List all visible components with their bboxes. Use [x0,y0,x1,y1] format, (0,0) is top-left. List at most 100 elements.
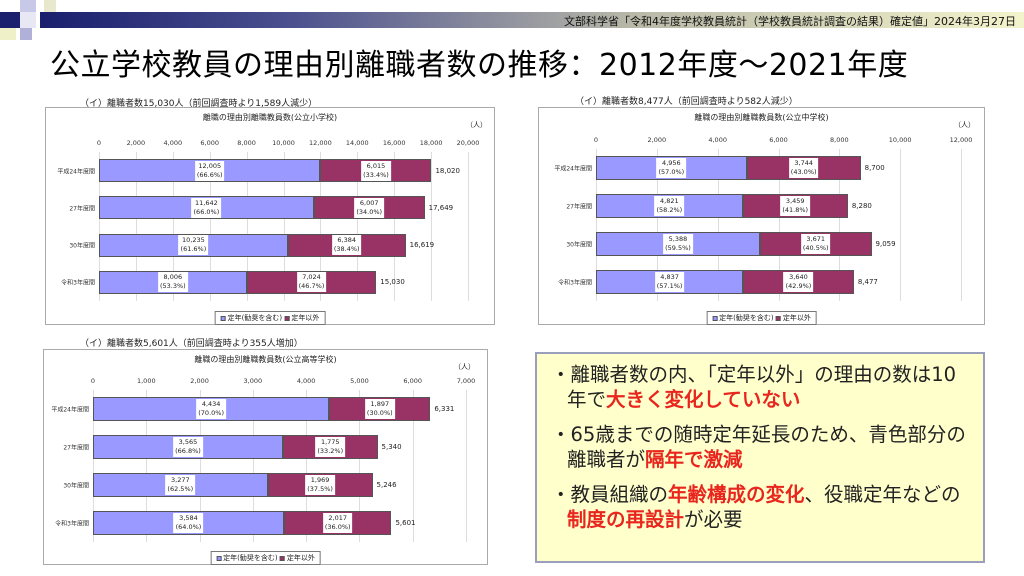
tick-label: 4,000 [708,136,727,144]
tick-label: 8,000 [830,136,849,144]
category-label: 令和3年度間 [558,279,592,287]
legend-swatch [712,315,718,321]
legend: 定年(勧奨を含む) 定年以外 [214,311,326,325]
value-number: 3,584 [179,514,198,522]
decor-square [0,28,16,40]
value-label: 11,642 (66.0%) [191,197,222,218]
value-percent: (36.0%) [324,523,351,531]
unit-label: （人） [454,363,475,371]
value-number: 2,017 [328,514,348,522]
legend-label: 定年(勧奨を含む) [719,314,774,322]
value-number: 3,565 [178,438,198,446]
category-label: 令和3年度間 [55,520,89,528]
tick-label: 6,000 [200,139,219,147]
value-label: 12,005 (66.6%) [194,160,225,181]
tick-label: 8,000 [237,139,256,147]
value-percent: (70.0%) [198,409,224,417]
tick-label: 20,000 [456,139,480,147]
value-percent: (33.4%) [363,170,389,179]
bullet-item: ・離職者数の内、「定年以外」の理由の数は10年で大きく変化していない [551,363,957,411]
tick-label: 14,000 [345,139,369,147]
category-label: 27年度間 [69,205,95,213]
value-number: 6,015 [366,161,386,170]
value-number: 3,744 [794,159,813,167]
legend-swatch [216,555,222,561]
value-label: 8,006 (53.3%) [157,272,188,293]
bullet-text: 、役職定年などの [804,483,961,506]
value-number: 6,007 [359,198,379,207]
legend-swatch [279,555,285,561]
decor-square [0,12,20,28]
value-number: 3,459 [785,197,805,205]
value-percent: (57.1%) [656,282,683,290]
value-percent: (46.7%) [298,282,325,291]
value-label: 10,235 (61.6%) [178,235,209,256]
gridline [252,390,254,542]
gridline [900,149,902,301]
legend-swatch [220,315,226,321]
gridline [99,152,100,301]
value-label: 3,277 (62.5%) [165,475,196,495]
value-label: 5,388 (59.5%) [663,234,693,254]
tick-label: 16,000 [382,139,406,147]
value-label: 2,017 (36.0%) [322,513,353,533]
gridline [656,149,658,301]
value-percent: (64.0%) [175,523,202,531]
value-percent: (61.6%) [180,245,207,254]
total-label: 5,601 [395,519,416,527]
value-percent: (43.0%) [790,168,817,176]
value-percent: (66.0%) [193,207,220,216]
legend-label: 定年以外 [291,314,320,322]
gridline [394,152,396,301]
tick-label: 10,000 [272,139,295,147]
gridline [778,149,780,301]
value-percent: (62.5%) [167,485,194,493]
total-label: 8,700 [864,164,885,172]
bullet-text: 教員組織の [570,483,669,506]
chart-elementary: 離職の理由別離職教員数(公立小学校) （人） 0 2,000 4,000 6,000 8… [45,107,495,325]
tick-label: 4,000 [296,377,316,385]
value-label: 1,969 (37.5%) [305,475,335,495]
total-label: 16,619 [409,241,435,250]
gridline [199,390,201,542]
gridline [246,152,248,301]
decor-square [20,28,32,40]
category-label: 平成24年度間 [51,406,89,414]
plot-area: 0 1,000 2,000 3,000 4,000 5,000 6,000 7,000 平成24… [51,377,475,542]
chart-caption: （イ）離職者数8,477人（前回調査時より582人減少） [575,97,798,107]
plot-area: 0 2,000 4,000 6,000 8,000 10,000 12,000 14,000 1… [57,139,479,301]
gridline [412,390,414,542]
tick-label: 18,000 [419,139,443,147]
value-percent: (37.5%) [307,485,333,493]
value-percent: (57.0%) [658,168,685,176]
tick-label: 7,000 [456,377,476,385]
value-percent: (34.0%) [356,207,383,216]
gridline [209,152,211,301]
tick-label: 0 [90,377,96,385]
tick-label: 12,000 [309,139,332,147]
category-label: 30年度間 [69,242,95,250]
gridline [135,152,137,301]
category-label: 令和3年度間 [61,279,95,287]
chart-caption: （イ）離職者数15,030人（前回調査時より1,589人減少） [80,99,318,109]
tick-label: 3,000 [243,377,263,385]
gridline [431,152,433,301]
value-label: 3,640 (42.9%) [783,272,814,292]
legend-label: 定年以外 [286,554,315,562]
value-number: 10,235 [182,236,205,245]
gridline [283,152,285,301]
tick-label: 2,000 [647,136,667,144]
gridline [359,390,361,542]
bullet-text: が必要 [684,508,743,531]
total-label: 8,280 [851,202,872,210]
total-label: 8,477 [857,278,878,286]
gridline [468,152,469,301]
legend-label: 定年以外 [782,314,811,322]
value-label: 6,384 (38.4%) [331,235,362,256]
category-label: 平成24年度間 [554,165,592,173]
chart-title: 離職の理由別離職教員数(公立小学校) [202,113,338,122]
total-label: 18,020 [435,166,460,175]
legend-swatch [284,315,290,321]
legend-swatch [775,315,781,321]
value-percent: (58.2%) [656,206,683,214]
